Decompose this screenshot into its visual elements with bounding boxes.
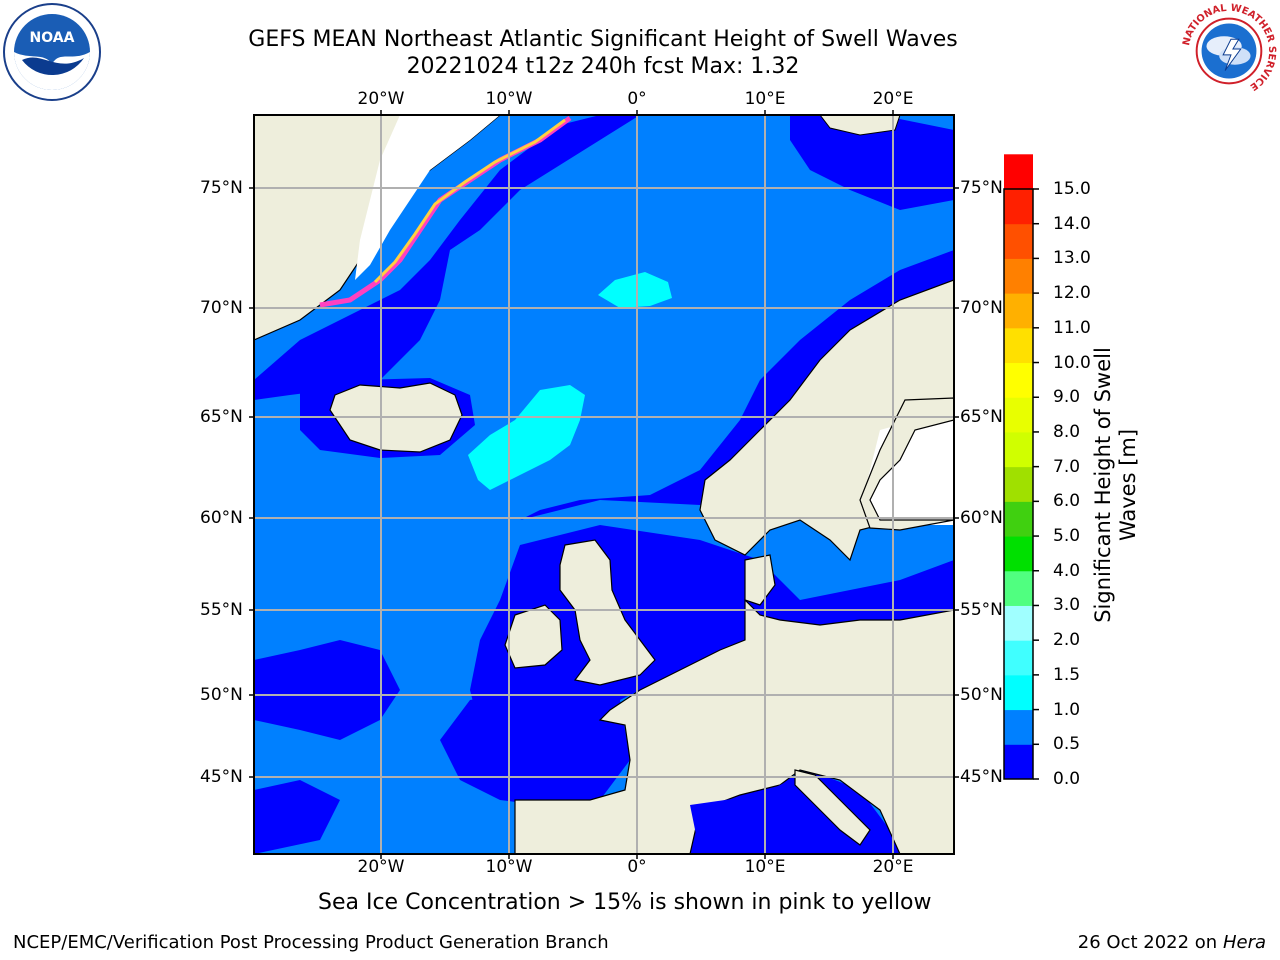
- colorbar-tick-label: 6.0: [1053, 491, 1081, 512]
- lat-label-left-45n: 45°N: [200, 767, 243, 787]
- low-swell-west-patch: [254, 640, 400, 740]
- lat-label-right-65n: 65°N: [960, 407, 1003, 427]
- lat-label-left-55n: 55°N: [200, 600, 243, 620]
- nws-logo: NATIONAL WEATHER SERVICE: [1181, 3, 1277, 99]
- colorbar-frame: [1003, 188, 1034, 780]
- lat-label-left-65n: 65°N: [200, 407, 243, 427]
- lon-label-bottom-0: 0°: [627, 857, 647, 877]
- colorbar-bin: [1004, 605, 1033, 641]
- lon-label-top-0: 0°: [627, 89, 647, 109]
- land-great-britain: [559, 539, 656, 686]
- colorbar-bin: [1004, 674, 1033, 711]
- footer-credit: NCEP/EMC/Verification Post Processing Pr…: [13, 932, 609, 953]
- footer-host: Hera: [1222, 932, 1266, 953]
- lat-label-left-70n: 70°N: [200, 298, 243, 318]
- lon-label-bottom-20w: 20°W: [357, 857, 405, 877]
- noaa-logo-text: NOAA: [30, 30, 75, 46]
- colorbar-bin: [1004, 293, 1033, 329]
- colorbar-bin: [1004, 223, 1033, 259]
- sea-ice-note: Sea Ice Concentration > 15% is shown in …: [318, 890, 932, 915]
- colorbar-tick-label: 9.0: [1053, 387, 1081, 408]
- colorbar-bin: [1004, 640, 1033, 676]
- lat-label-right-45n: 45°N: [960, 767, 1003, 787]
- lon-label-top-20w: 20°W: [357, 89, 405, 109]
- land-finland-baltics: [859, 397, 954, 531]
- lon-label-top-20e: 20°E: [872, 89, 914, 109]
- map-gridlines: [254, 115, 954, 854]
- colorbar-tick-label: 8.0: [1053, 421, 1081, 442]
- lat-label-right-55n: 55°N: [960, 600, 1003, 620]
- colorbar-tick-label: 1.0: [1053, 699, 1081, 720]
- colorbar-title-line1: Significant Height of Swell: [1091, 347, 1115, 623]
- chart-subtitle: 20221024 t12z 240h fcst Max: 1.32: [406, 54, 800, 79]
- lon-label-top-10e: 10°E: [744, 89, 786, 109]
- lon-label-bottom-20e: 20°E: [872, 857, 914, 877]
- lon-label-bottom-10w: 10°W: [485, 857, 533, 877]
- lat-label-right-70n: 70°N: [960, 298, 1003, 318]
- colorbar-tick-label: 13.0: [1053, 248, 1091, 269]
- colorbar-bin: [1004, 744, 1033, 780]
- land-svalbard: [819, 115, 901, 136]
- colorbar: [1004, 154, 1033, 780]
- colorbar-title-line2: Waves [m]: [1116, 428, 1140, 542]
- colorbar-tick-label: 14.0: [1053, 213, 1091, 234]
- colorbar-tick-label: 3.0: [1053, 595, 1081, 616]
- land-italy: [794, 769, 871, 846]
- colorbar-tick-label: 0.5: [1053, 734, 1081, 755]
- map-frame: [253, 114, 955, 855]
- colorbar-tick-label: 2.0: [1053, 630, 1081, 651]
- greenland-ice-sheet: [355, 115, 500, 280]
- colorbar-title: Significant Height of Swell Waves [m]: [1091, 347, 1141, 623]
- colorbar-bin: [1004, 536, 1033, 572]
- colorbar-tick-label: 10.0: [1053, 352, 1091, 373]
- colorbar-bin: [1004, 189, 1033, 225]
- land-ireland: [504, 604, 563, 669]
- noaa-logo: NOAA: [3, 3, 101, 101]
- colorbar-bin: [1004, 258, 1033, 294]
- colorbar-bin: [1004, 431, 1033, 468]
- lon-label-top-10w: 10°W: [485, 89, 533, 109]
- colorbar-bin: [1004, 362, 1033, 398]
- colorbar-bin: [1004, 466, 1033, 502]
- lat-label-left-75n: 75°N: [200, 178, 243, 198]
- lon-label-bottom-10e: 10°E: [744, 857, 786, 877]
- low-swell-north-sea: [520, 250, 954, 520]
- swell-patch-faroe: [468, 385, 585, 490]
- colorbar-bin: [1004, 397, 1033, 433]
- lat-label-right-60n: 60°N: [960, 508, 1003, 528]
- colorbar-tick-label: 0.0: [1053, 769, 1081, 789]
- colorbar-bin: [1004, 327, 1033, 364]
- colorbar-tick-label: 12.0: [1053, 283, 1091, 304]
- lat-label-left-50n: 50°N: [200, 685, 243, 705]
- lat-label-left-60n: 60°N: [200, 508, 243, 528]
- colorbar-bin: [1004, 570, 1033, 606]
- lat-label-right-75n: 75°N: [960, 178, 1003, 198]
- colorbar-tick-label: 5.0: [1053, 526, 1081, 547]
- lat-label-right-50n: 50°N: [960, 685, 1003, 705]
- colorbar-tick-label: 1.5: [1053, 664, 1081, 685]
- colorbar-tick-label: 4.0: [1053, 560, 1081, 581]
- chart-title: GEFS MEAN Northeast Atlantic Significant…: [248, 27, 958, 52]
- colorbar-tick-label: 11.0: [1053, 317, 1091, 338]
- footer-date: 26 Oct 2022 on Hera: [1078, 932, 1266, 953]
- colorbar-tick-label: 7.0: [1053, 456, 1081, 477]
- footer-date-text: 26 Oct 2022 on: [1077, 932, 1218, 953]
- colorbar-bin: [1004, 501, 1033, 537]
- sea-ice-edge-inner: [373, 118, 566, 284]
- colorbar-bin: [1004, 709, 1033, 745]
- colorbar-tick-label: 15.0: [1053, 179, 1091, 199]
- sea-mediterranean: [690, 775, 890, 854]
- low-swell-greenland-coast: [254, 115, 640, 400]
- low-swell-southwest-patch: [254, 780, 340, 854]
- swell-patch-norwegian-sea: [598, 272, 672, 308]
- low-swell-northeast-band: [790, 115, 954, 210]
- colorbar-bin: [1004, 154, 1033, 190]
- colorbar-ticks: [1033, 188, 1039, 780]
